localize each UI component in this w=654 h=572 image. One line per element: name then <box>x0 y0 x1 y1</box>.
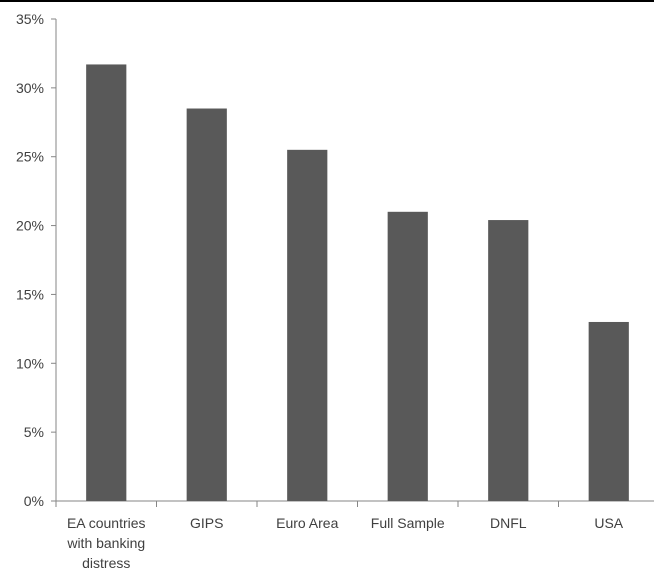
x-category-label-line: distress <box>82 555 130 571</box>
x-category-label-line: USA <box>594 515 623 531</box>
bar <box>488 220 529 501</box>
x-category-label-line: Full Sample <box>371 515 445 531</box>
x-category-label-line: EA countries <box>67 515 146 531</box>
bar <box>588 321 629 501</box>
bar <box>387 211 428 502</box>
y-tick-label: 10% <box>16 355 44 371</box>
y-tick-label: 30% <box>16 80 44 96</box>
x-category-label: Full Sample <box>371 515 445 531</box>
bar <box>287 149 328 502</box>
x-category-label: GIPS <box>190 515 223 531</box>
y-tick-label: 0% <box>24 493 44 509</box>
x-category-label-line: with banking <box>66 535 145 551</box>
y-axis: 0% 5% 10% 15% 20% 25% 30% 35% <box>16 11 57 509</box>
x-category-label: USA <box>594 515 623 531</box>
top-border-rule <box>0 0 654 2</box>
x-category-label: Euro Area <box>276 515 338 531</box>
y-tick-label: 15% <box>16 286 44 302</box>
x-category-label-line: DNFL <box>490 515 527 531</box>
bar-series <box>86 64 629 502</box>
category-labels: EA countries with banking distress GIPS Euro… <box>66 515 623 571</box>
y-tick-label: 35% <box>16 11 44 27</box>
x-category-label-line: GIPS <box>190 515 223 531</box>
x-axis <box>55 500 654 507</box>
y-tick-label: 25% <box>16 149 44 165</box>
y-tick-label: 20% <box>16 218 44 234</box>
bar <box>86 64 127 502</box>
x-category-label: EA countries with banking distress <box>66 515 145 571</box>
x-category-label: DNFL <box>490 515 527 531</box>
x-category-label-line: Euro Area <box>276 515 338 531</box>
bar <box>186 108 227 501</box>
y-tick-label: 5% <box>24 424 44 440</box>
